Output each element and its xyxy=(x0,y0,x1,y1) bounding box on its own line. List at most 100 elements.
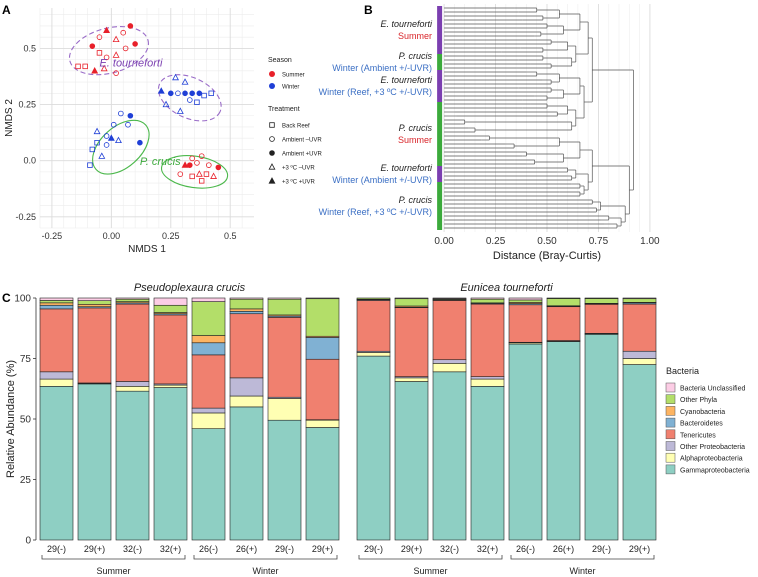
bar-segment xyxy=(470,376,505,380)
data-point xyxy=(157,87,165,94)
data-point xyxy=(94,139,100,146)
data-point xyxy=(89,43,96,49)
data-point xyxy=(167,90,174,97)
y-tick-label: 0.0 xyxy=(23,156,36,166)
group-condition-label: Winter (Ambient +/-UVR) xyxy=(332,63,432,73)
legend-label-treatment: Back Reef xyxy=(282,124,310,130)
x-tick-label: 29(-) xyxy=(47,544,66,554)
cluster-ellipse xyxy=(157,74,222,122)
bar-segment xyxy=(394,298,429,307)
season-bracket xyxy=(193,555,338,560)
legend-title-treatment: Treatment xyxy=(268,106,300,113)
legend-swatch xyxy=(665,417,676,428)
season-label: Winter xyxy=(252,566,278,576)
legend-label: Other Phyla xyxy=(680,397,717,404)
y-axis-title: Relative Abundance (%) xyxy=(5,360,17,478)
group-color-bar xyxy=(437,182,443,230)
x-tick-label: 29(-) xyxy=(592,544,611,554)
bar-segment xyxy=(191,297,226,302)
bar-segment xyxy=(191,407,226,414)
nmds-legend: Season Summer Winter Treatment Back Reef Ambi… xyxy=(268,57,323,186)
season-label: Summer xyxy=(96,566,130,576)
bar-segment xyxy=(305,358,340,421)
y-tick-label: 75 xyxy=(20,354,32,365)
bar-segment xyxy=(191,342,226,356)
data-point xyxy=(103,142,110,148)
data-point xyxy=(110,121,117,128)
x-tick-label: 0.25 xyxy=(486,236,506,247)
legend-label: Bacteroidetes xyxy=(680,421,723,428)
data-point xyxy=(132,41,138,47)
panel-label-c: C xyxy=(2,291,11,305)
data-point xyxy=(75,63,81,70)
data-point xyxy=(113,70,119,76)
bar-segment xyxy=(470,378,505,387)
data-point xyxy=(103,26,111,34)
bar-segment xyxy=(546,298,581,307)
legend-title: Bacteria xyxy=(666,366,699,376)
data-point xyxy=(201,92,207,99)
group-color-bar xyxy=(437,166,443,182)
bar-segment xyxy=(622,364,657,541)
data-point xyxy=(198,178,205,184)
legend-swatch xyxy=(665,382,676,393)
bar-segment xyxy=(191,354,226,409)
x-tick-label: 1.00 xyxy=(640,236,660,247)
x-tick-label: -0.25 xyxy=(42,231,63,241)
bar-segment xyxy=(229,298,264,310)
legend-swatch-season xyxy=(269,83,275,89)
legend-label: Other Proteobacteria xyxy=(680,444,745,451)
bar-segment xyxy=(39,297,74,301)
bar-segment xyxy=(508,297,543,301)
group-color-bar xyxy=(437,102,443,166)
bar-segment xyxy=(622,350,657,359)
legend-label: Bacteria Unclassified xyxy=(680,386,745,393)
bar-segment xyxy=(267,297,302,300)
legend-title-season: Season xyxy=(268,57,292,64)
bar-segment xyxy=(470,386,505,541)
group-condition-label: Summer xyxy=(398,135,432,145)
cluster-label: P. crucis xyxy=(140,156,181,168)
data-point xyxy=(103,133,110,139)
data-point xyxy=(189,155,195,162)
bar-segment xyxy=(39,378,74,387)
bar-segment xyxy=(115,298,150,302)
y-tick-label: 0 xyxy=(25,536,31,547)
legend-label: Cyanobacteria xyxy=(680,409,725,416)
data-point xyxy=(187,162,193,168)
bar-segment xyxy=(39,371,74,380)
data-point xyxy=(210,172,218,179)
x-tick-label: 29(-) xyxy=(364,544,383,554)
legend-label: Gammaproteobacteria xyxy=(680,467,750,474)
data-point xyxy=(162,100,170,108)
legend-swatch-treatment xyxy=(269,136,275,142)
bar-segment xyxy=(584,333,619,541)
panel-label-a: A xyxy=(2,3,11,17)
x-tick-label: 0.00 xyxy=(434,236,454,247)
bar-segment xyxy=(229,297,264,300)
data-point xyxy=(195,170,203,177)
y-tick-label: 25 xyxy=(20,475,32,486)
bar-segment xyxy=(305,298,340,337)
bar-segment xyxy=(153,314,188,385)
data-point xyxy=(194,160,200,166)
dendrogram-panel: 0.00 0.25 0.50 0.75 1.00 Distance (Bray-Curti… xyxy=(319,4,660,262)
data-point xyxy=(172,73,180,81)
data-point xyxy=(181,78,189,85)
bar-segment xyxy=(546,306,581,341)
bar-segment xyxy=(77,303,112,308)
bar-segment xyxy=(584,303,619,334)
bar-segment xyxy=(229,313,264,379)
data-point xyxy=(206,162,212,168)
data-point xyxy=(125,121,131,128)
y-axis-title: NMDS 2 xyxy=(4,99,15,137)
bar-segment xyxy=(305,427,340,541)
y-tick-label: 0.25 xyxy=(18,100,36,110)
data-point xyxy=(215,164,222,171)
bar-segment xyxy=(77,307,112,384)
bar-segment xyxy=(267,419,302,541)
y-tick-label: 50 xyxy=(20,415,32,426)
data-point xyxy=(177,171,184,177)
legend-swatch xyxy=(665,464,676,475)
